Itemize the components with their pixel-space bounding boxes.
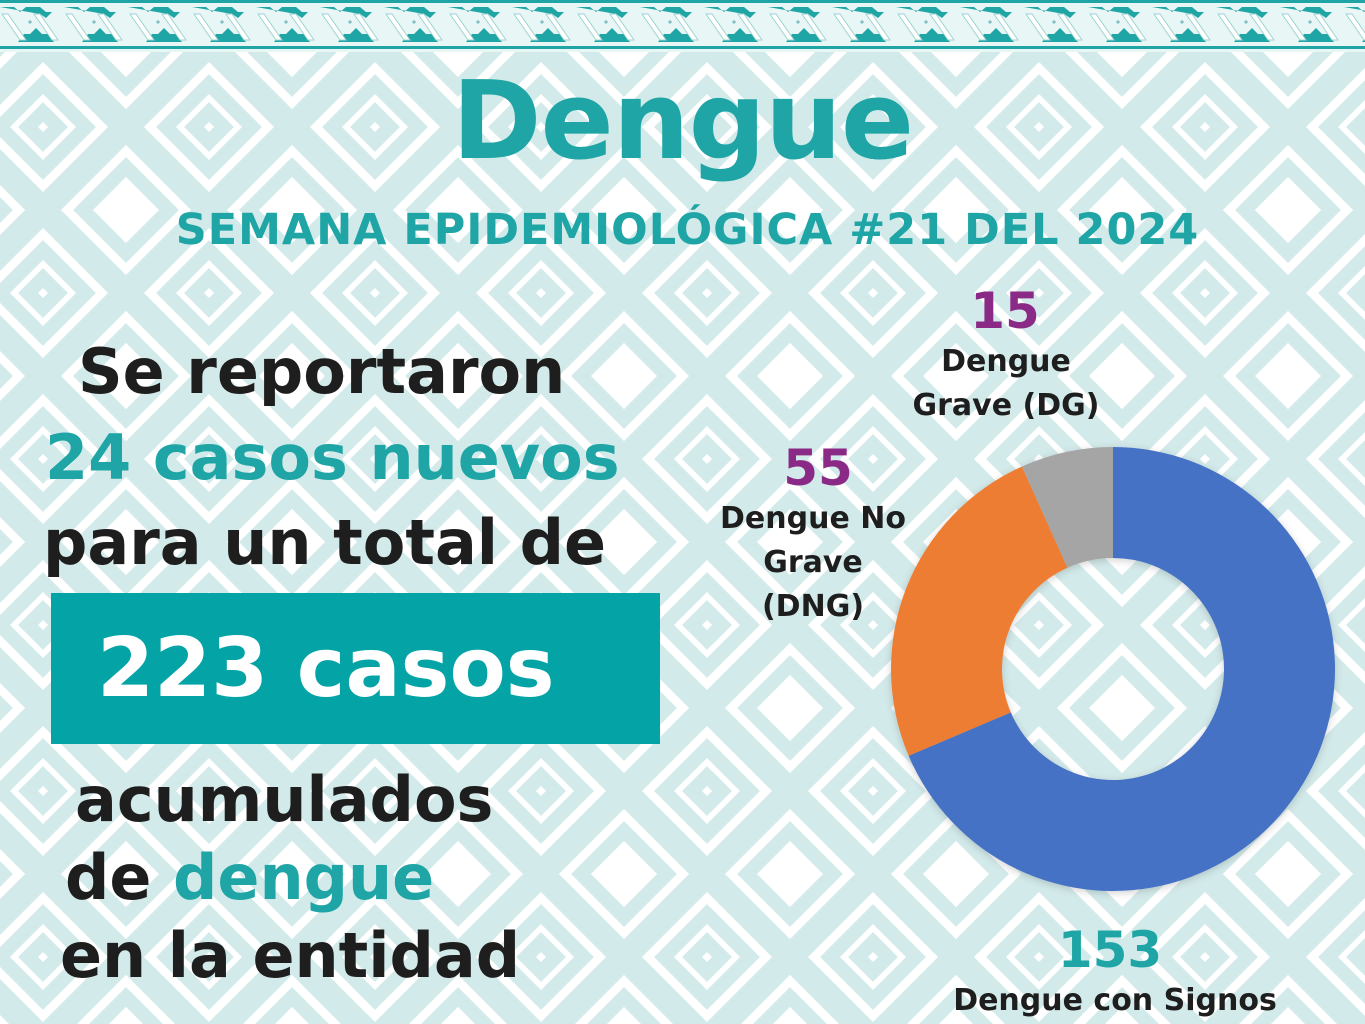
summary-line-of-dengue: de dengue bbox=[65, 840, 434, 916]
summary-line-total-of: para un total de bbox=[43, 506, 607, 579]
summary-line-reported: Se reportaron bbox=[78, 335, 566, 408]
dcs-value: 153 bbox=[1057, 921, 1163, 979]
total-cases-badge: 223 casos bbox=[51, 593, 660, 744]
dng-label-line3: (DNG) bbox=[761, 589, 865, 624]
summary-prefix: de bbox=[65, 841, 152, 914]
segment-dengue-grave bbox=[1021, 447, 1113, 568]
summary-dengue-highlight: dengue bbox=[173, 841, 435, 914]
dg-label-line1: Dengue bbox=[941, 344, 1071, 379]
page-subtitle: SEMANA EPIDEMIOLÓGICA #21 DEL 2024 bbox=[175, 205, 1200, 255]
dg-label-line2: Grave (DG) bbox=[912, 388, 1100, 423]
summary-line-new-cases: 24 casos nuevos bbox=[45, 421, 620, 494]
dg-value: 15 bbox=[970, 282, 1040, 340]
summary-line-in-entity: en la entidad bbox=[60, 919, 521, 992]
segment-dengue-no-grave bbox=[891, 466, 1068, 756]
total-cases-label: 223 casos bbox=[97, 621, 555, 716]
dng-label-line2: Grave bbox=[763, 545, 863, 580]
summary-line-accumulated: acumulados bbox=[75, 763, 494, 836]
segment-dengue-con-signos bbox=[908, 447, 1335, 891]
decorative-top-border bbox=[0, 0, 1365, 52]
dng-label-line1: Dengue No bbox=[720, 501, 906, 536]
page-title: Dengue bbox=[451, 59, 914, 184]
dcs-label-line1: Dengue con Signos bbox=[953, 983, 1277, 1018]
dng-value: 55 bbox=[783, 439, 853, 497]
donut-chart-graphic bbox=[891, 447, 1335, 891]
